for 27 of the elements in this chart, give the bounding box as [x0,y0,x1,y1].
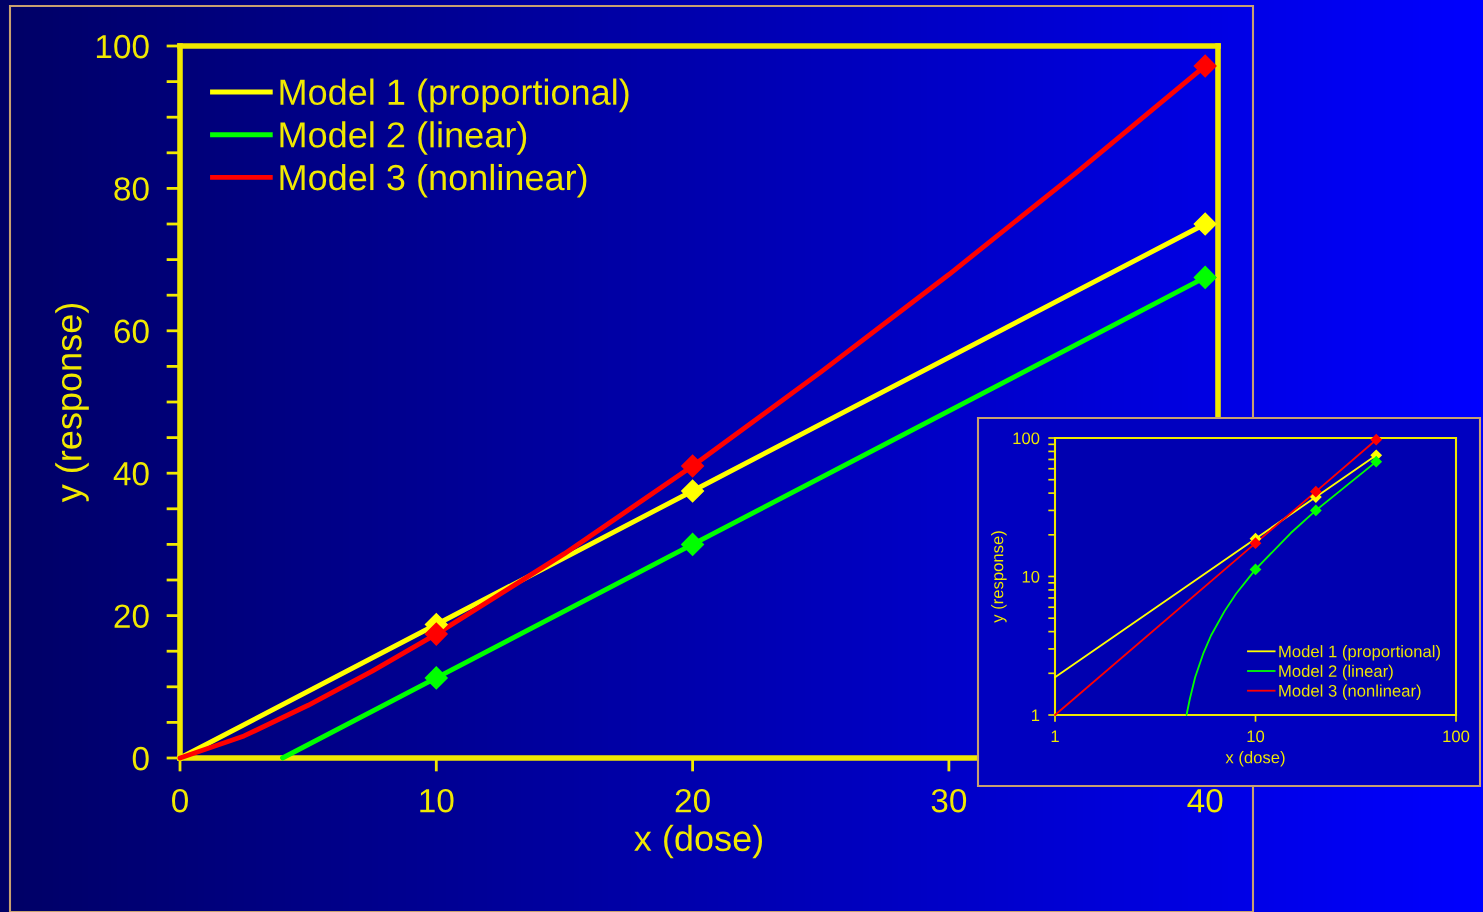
y-tick-label: 40 [113,462,149,486]
x-tick-label: 30 [931,788,967,813]
y-tick-label: 60 [114,319,149,344]
x-tick-label: 10 [420,788,454,813]
x-axis-title: x (dose) [634,824,762,859]
y-tick-label: 10 [1022,570,1040,583]
x-tick-label: 1 [1051,730,1059,743]
legend-label: Model 1 (proportional) [280,78,629,113]
y-tick-label: 100 [1013,432,1040,445]
x-tick-label: 20 [675,788,710,813]
y-tick-label: 80 [114,177,149,201]
x-tick-label: 100 [1443,730,1470,743]
y-axis-title: y (response) [991,531,1007,623]
y-axis-title: y (response) [55,303,89,503]
legend-label: Model 2 (linear) [280,121,527,155]
legend-label: Model 3 (nonlinear) [1279,684,1421,700]
y-tick-label: 100 [96,34,149,59]
x-tick-label: 10 [1247,730,1265,743]
y-tick-label: 20 [114,604,149,629]
legend-label: Model 2 (linear) [1279,664,1393,681]
y-tick-label: 1 [1032,709,1040,722]
x-tick-label: 40 [1187,788,1223,813]
x-axis-title: x (dose) [1225,751,1285,767]
y-tick-label: 0 [132,746,149,771]
legend-label: Model 3 (nonlinear) [280,163,587,198]
x-tick-label: 0 [172,788,188,813]
legend-label: Model 1 (proportional) [1279,645,1440,661]
